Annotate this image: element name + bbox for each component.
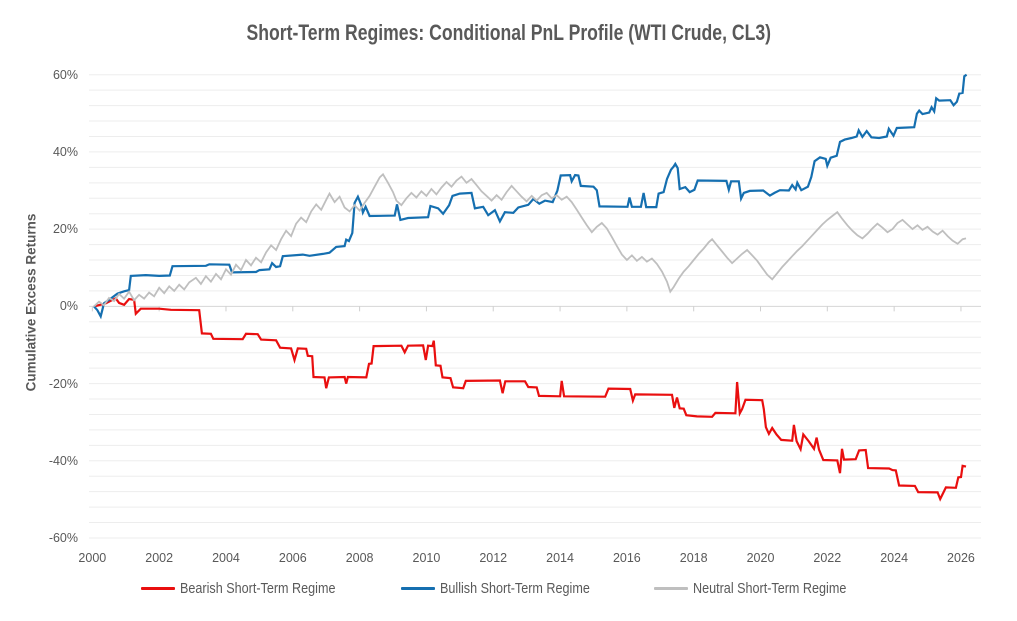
- y-tick-label: -20%: [48, 376, 78, 391]
- x-tick-label: 2024: [880, 551, 909, 565]
- legend-label-text-bearish: Bearish Short-Term Regime: [179, 580, 336, 597]
- x-tick-label: 2006: [278, 551, 307, 565]
- legend-label-bearish: Bearish Short-Term Regime: [180, 580, 365, 597]
- legend-line-bearish: [140, 587, 175, 590]
- y-tick-label: -40%: [48, 453, 78, 468]
- x-tick-label: 2016: [612, 551, 641, 565]
- y-tick-label: 60%: [52, 67, 78, 82]
- series-line-bullish: [93, 73, 968, 320]
- x-tick-label: 2008: [345, 551, 374, 565]
- legend-label-neutral: Neutral Short-Term Regime: [693, 580, 876, 597]
- series-line-bearish: [93, 296, 967, 502]
- x-tick-label: 2010: [412, 551, 441, 565]
- x-tick-label: 2000: [78, 551, 107, 565]
- x-tick-label: 2012: [479, 551, 508, 565]
- x-tick-label: 2020: [746, 551, 775, 565]
- series-line-neutral: [93, 172, 967, 308]
- x-tick-label: 2004: [212, 551, 240, 565]
- x-tick-label: 2026: [947, 551, 975, 565]
- legend-label-bullish: Bullish Short-Term Regime: [440, 580, 618, 597]
- legend-label-text-bullish: Bullish Short-Term Regime: [440, 580, 590, 597]
- x-tick-label: 2002: [145, 551, 174, 565]
- legend: Bearish Short-Term Regime Bullish Short-T…: [0, 580, 1017, 597]
- chart-title: Short-Term Regimes: Conditional PnL Prof…: [0, 20, 1017, 46]
- x-tick-label: 2022: [813, 551, 842, 565]
- legend-item-bullish: Bullish Short-Term Regime: [401, 580, 618, 597]
- x-tick-label: 2014: [546, 551, 574, 565]
- y-tick-label: -60%: [48, 531, 78, 545]
- chart-title-text: Short-Term Regimes: Conditional PnL Prof…: [246, 20, 771, 45]
- y-tick-label: 20%: [52, 222, 78, 237]
- y-tick-label: 0%: [59, 299, 78, 314]
- legend-item-neutral: Neutral Short-Term Regime: [654, 580, 876, 597]
- y-tick-label: 40%: [52, 144, 78, 159]
- legend-item-bearish: Bearish Short-Term Regime: [140, 580, 365, 597]
- x-tick-label: 2018: [679, 551, 708, 565]
- legend-line-bullish: [401, 587, 436, 590]
- legend-line-neutral: [654, 587, 689, 590]
- legend-label-text-neutral: Neutral Short-Term Regime: [693, 580, 847, 597]
